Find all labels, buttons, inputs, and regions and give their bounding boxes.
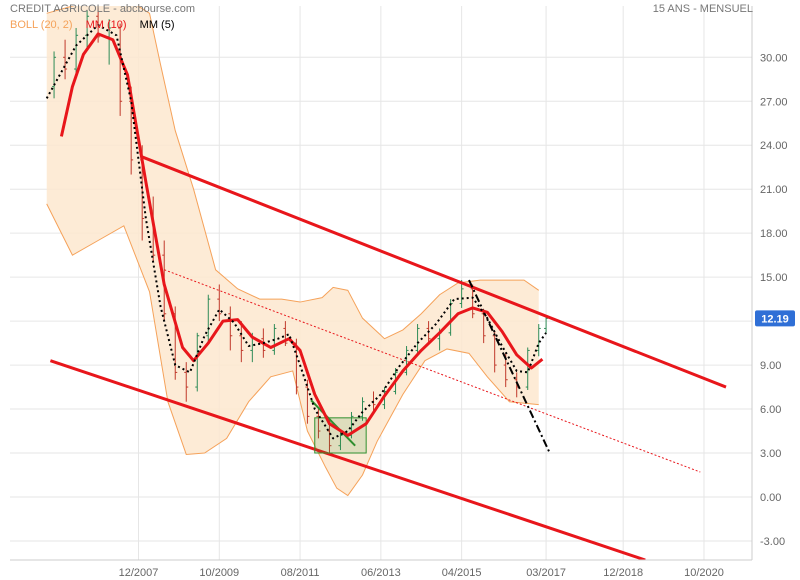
mm10-line bbox=[59, 32, 544, 437]
plot-area bbox=[45, 6, 727, 560]
period-label: 15 ANS - MENSUEL bbox=[652, 3, 753, 15]
legend: BOLL (20, 2) MM (10) MM (5) bbox=[10, 19, 184, 31]
y-tick-label: 9.00 bbox=[760, 360, 781, 372]
x-tick-label: 08/2011 bbox=[281, 567, 320, 579]
trend-line-channel-upper bbox=[141, 155, 727, 389]
y-tick-label: -3.00 bbox=[760, 536, 785, 548]
y-tick-label: 21.00 bbox=[760, 184, 788, 196]
pattern-box bbox=[314, 417, 367, 454]
y-tick-label: 0.00 bbox=[760, 492, 781, 504]
x-tick-label: 10/2009 bbox=[199, 567, 239, 579]
x-tick-label: 03/2017 bbox=[526, 567, 566, 579]
last-price-badge bbox=[755, 310, 795, 327]
y-tick-label: 15.00 bbox=[760, 272, 788, 284]
trend-line-channel-lower bbox=[49, 359, 646, 560]
y-tick-label: 27.00 bbox=[760, 96, 788, 108]
trend-line-falling-wedge bbox=[310, 399, 356, 447]
bollinger-lower-line bbox=[46, 203, 539, 497]
legend-mm5: MM (5) bbox=[139, 19, 175, 31]
x-tick-label: 12/2007 bbox=[119, 567, 159, 579]
x-tick-label: 10/2020 bbox=[684, 567, 724, 579]
x-tick-label: 04/2015 bbox=[442, 567, 482, 579]
legend-mm10: MM (10) bbox=[85, 19, 127, 31]
trend-line-channel-median bbox=[160, 267, 701, 473]
y-tick-label: 30.00 bbox=[760, 52, 788, 64]
y-tick-label: 6.00 bbox=[760, 404, 781, 416]
y-tick-label: 3.00 bbox=[760, 448, 781, 460]
x-tick-label: 12/2018 bbox=[603, 567, 643, 579]
y-tick-label: 24.00 bbox=[760, 140, 788, 152]
x-tick-label: 06/2013 bbox=[361, 567, 401, 579]
legend-bollinger: BOLL (20, 2) bbox=[10, 19, 73, 31]
last-price-label: 12.19 bbox=[761, 313, 789, 325]
y-tick-label: 18.00 bbox=[760, 228, 788, 240]
chart-title: CREDIT AGRICOLE - abcbourse.com bbox=[10, 3, 196, 15]
bollinger-upper-line bbox=[46, 6, 540, 340]
bollinger-band-fill bbox=[46, 6, 539, 496]
